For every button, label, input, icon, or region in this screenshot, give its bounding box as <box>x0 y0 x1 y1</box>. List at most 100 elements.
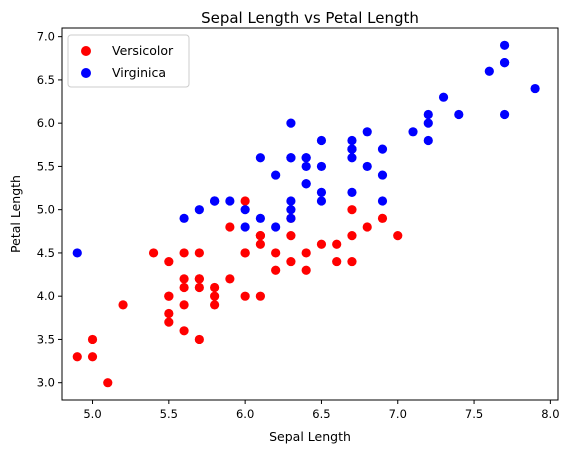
versicolor-point-1 <box>301 248 311 258</box>
y-tick-label-8: 7.0 <box>37 30 55 44</box>
versicolor-point-14 <box>179 326 189 336</box>
legend: Versicolor Virginica <box>67 34 190 88</box>
x-tick-label-5: 7.5 <box>465 407 483 421</box>
versicolor-point-9 <box>118 300 128 310</box>
plot-frame <box>61 27 559 401</box>
virginica-point-48 <box>271 170 281 180</box>
virginica-point-6 <box>72 248 82 258</box>
virginica-point-41 <box>377 196 388 206</box>
virginica-point-35 <box>499 109 510 120</box>
legend-marker-virginica <box>81 68 91 78</box>
virginica-point-43 <box>362 127 372 137</box>
x-tick-label-3: 6.5 <box>312 407 330 421</box>
versicolor-point-38 <box>179 282 189 293</box>
versicolor-point-29 <box>194 334 204 345</box>
virginica-point-49 <box>225 196 235 206</box>
virginica-point-31 <box>530 83 540 94</box>
versicolor-point-25 <box>332 256 342 267</box>
virginica-point-27 <box>255 213 265 223</box>
virginica-point-26 <box>271 222 281 232</box>
versicolor-point-42 <box>210 291 220 301</box>
virginica-point-29 <box>423 135 433 146</box>
versicolor-point-23 <box>255 231 265 241</box>
versicolor-point-11 <box>225 274 235 284</box>
virginica-point-4 <box>316 135 327 146</box>
versicolor-point-8 <box>332 239 342 249</box>
versicolor-point-24 <box>301 265 311 275</box>
legend-box <box>67 34 190 88</box>
x-tick-label-2: 6.0 <box>236 407 254 421</box>
legend-label-virginica: Virginica <box>112 65 166 80</box>
y-tick-label-5: 5.5 <box>37 159 55 173</box>
versicolor-point-47 <box>271 265 281 275</box>
versicolor-point-7 <box>72 352 82 362</box>
virginica-point-39 <box>377 170 388 180</box>
legend-marker-versicolor <box>81 46 91 56</box>
virginica-point-25 <box>423 118 433 128</box>
x-tick-label-1: 5.5 <box>160 407 178 421</box>
virginica-point-34 <box>255 153 265 163</box>
versicolor-point-31 <box>164 317 174 327</box>
points-layer <box>72 40 540 388</box>
y-tick-label-0: 3.0 <box>37 376 55 390</box>
virginica-point-9 <box>423 109 433 120</box>
versicolor-point-17 <box>210 282 220 293</box>
virginica-point-16 <box>316 161 327 172</box>
versicolor-point-41 <box>255 239 265 249</box>
versicolor-point-35 <box>240 248 250 258</box>
y-axis-label: Petal Length <box>8 175 23 253</box>
virginica-point-37 <box>301 161 311 172</box>
versicolor-point-37 <box>286 256 296 267</box>
virginica-point-15 <box>301 179 311 189</box>
chart-title: Sepal Length vs Petal Length <box>201 9 419 27</box>
versicolor-point-40 <box>164 256 174 267</box>
y-tick-label-4: 5.0 <box>37 203 55 217</box>
versicolor-point-48 <box>103 378 113 388</box>
legend-label-versicolor: Versicolor <box>112 43 174 58</box>
y-tick-label-6: 6.0 <box>37 116 55 130</box>
versicolor-point-21 <box>255 291 265 301</box>
virginica-point-19 <box>240 205 250 215</box>
virginica-point-7 <box>438 92 449 102</box>
versicolor-point-2 <box>377 213 388 223</box>
y-tick-label-2: 4.0 <box>37 289 55 303</box>
versicolor-point-16 <box>179 248 189 258</box>
versicolor-point-26 <box>362 222 372 232</box>
virginica-point-21 <box>179 213 189 223</box>
virginica-point-13 <box>194 205 204 215</box>
virginica-point-42 <box>210 196 220 206</box>
versicolor-point-33 <box>240 196 250 206</box>
versicolor-point-27 <box>347 205 357 215</box>
versicolor-point-30 <box>164 308 174 319</box>
versicolor-point-49 <box>194 282 204 293</box>
virginica-point-36 <box>286 153 296 163</box>
versicolor-point-46 <box>194 274 204 284</box>
virginica-point-40 <box>347 153 357 163</box>
virginica-point-0 <box>286 118 296 128</box>
virginica-point-33 <box>286 196 296 206</box>
x-axis-ticks: 5.0 5.5 6.0 6.5 7.0 7.5 8.0 <box>83 400 560 421</box>
virginica-point-46 <box>286 205 296 215</box>
versicolor-point-0 <box>393 231 403 241</box>
versicolor-point-44 <box>179 274 189 284</box>
virginica-point-12 <box>362 161 372 172</box>
versicolor-point-10 <box>87 334 98 345</box>
versicolor-point-39 <box>164 291 174 301</box>
versicolor-point-12 <box>240 291 250 301</box>
virginica-point-22 <box>499 58 510 68</box>
y-tick-label-7: 6.5 <box>37 73 55 87</box>
virginica-point-2 <box>408 127 418 137</box>
y-axis-ticks: 3.0 3.5 4.0 4.5 5.0 5.5 6.0 6.5 7.0 <box>37 30 62 390</box>
virginica-point-18 <box>499 40 510 50</box>
versicolor-point-19 <box>179 300 189 310</box>
versicolor-point-20 <box>225 222 235 232</box>
y-tick-label-1: 3.5 <box>37 332 55 346</box>
virginica-point-8 <box>347 135 357 146</box>
versicolor-point-32 <box>210 300 220 310</box>
x-axis-label: Sepal Length <box>269 429 351 444</box>
y-tick-label-3: 4.5 <box>37 246 55 260</box>
versicolor-point-36 <box>347 231 357 241</box>
virginica-point-23 <box>286 213 296 223</box>
virginica-point-20 <box>377 144 388 154</box>
